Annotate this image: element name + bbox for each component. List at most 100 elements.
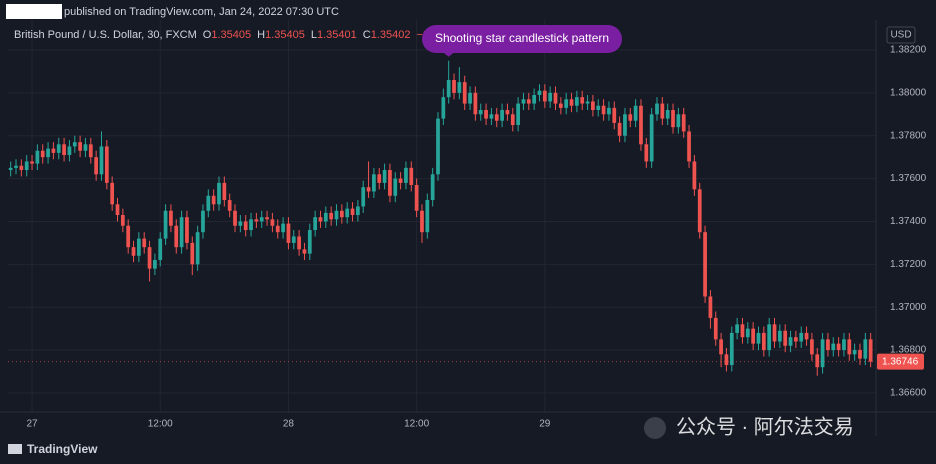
- ohlc-value: 1.35405: [265, 29, 305, 41]
- candle-body: [78, 142, 82, 151]
- last-price-tag: [877, 353, 924, 370]
- candle-body: [104, 146, 109, 183]
- candle-body: [644, 144, 649, 162]
- footer-brand: TradingView: [27, 442, 98, 456]
- candle-body: [537, 90, 542, 96]
- candle-body: [810, 339, 814, 355]
- candle-body: [607, 107, 611, 115]
- x-tick-label: 12:00: [148, 419, 173, 430]
- candle-body: [281, 223, 285, 233]
- ohlc-key: H: [257, 29, 265, 41]
- candle-body: [126, 225, 131, 248]
- candle-body: [478, 110, 483, 115]
- candle-body: [56, 144, 61, 153]
- candle-body: [249, 219, 253, 231]
- candle-body: [169, 210, 173, 226]
- candle-body: [788, 337, 793, 346]
- candle-body: [831, 343, 836, 351]
- candle-body: [40, 150, 45, 158]
- candle-body: [286, 223, 291, 243]
- candle-body: [548, 92, 553, 102]
- candle-body: [174, 225, 179, 248]
- candle-body: [14, 165, 18, 168]
- candle-body: [158, 238, 163, 261]
- candle-body: [131, 247, 136, 256]
- candle-body: [99, 146, 104, 175]
- candle-body: [238, 221, 243, 226]
- candle-body: [649, 114, 654, 162]
- last-price-label: 1.36746: [882, 356, 919, 367]
- candle-body: [858, 350, 862, 359]
- candle-body: [313, 217, 318, 231]
- axes: 1.36600 1.36800 1.37000 1.37200 1.37400 1.376…: [8, 45, 927, 430]
- candle-body: [120, 215, 125, 226]
- x-tick-label: 12:00: [404, 419, 429, 430]
- candle-body: [430, 174, 435, 201]
- candle-body: [516, 103, 520, 126]
- candle-body: [206, 195, 211, 211]
- candle-body: [254, 219, 259, 222]
- candle-body: [436, 118, 440, 175]
- candle-body: [318, 217, 323, 222]
- candle-body: [751, 328, 756, 344]
- candle-body: [735, 324, 739, 333]
- candle-body: [323, 212, 328, 222]
- candle-body: [692, 161, 697, 190]
- annotation-bubble: [422, 25, 622, 53]
- candle-body: [243, 221, 248, 231]
- candle-body: [836, 343, 841, 351]
- candle-body: [815, 354, 820, 368]
- candle-body: [655, 103, 659, 115]
- candle-body: [713, 317, 718, 340]
- candle-body: [233, 210, 237, 226]
- annotation-pointer: [442, 52, 455, 57]
- candle-body: [617, 122, 622, 136]
- candle-body: [724, 354, 729, 366]
- candle-body: [580, 97, 585, 104]
- candle-body: [783, 330, 788, 346]
- candle-body: [847, 339, 852, 355]
- candle-body: [553, 92, 558, 104]
- candle-body: [676, 114, 681, 128]
- ohlc-value: 1.35405: [211, 29, 251, 41]
- candle-body: [633, 105, 638, 121]
- ohlc-value: 1.35402: [371, 29, 411, 41]
- ohlc-key: O: [203, 29, 212, 41]
- candle-body: [356, 206, 360, 216]
- candle-body: [275, 225, 280, 233]
- candle-body: [532, 95, 537, 104]
- candle-body: [767, 324, 772, 351]
- candle-body: [842, 339, 846, 351]
- candle-body: [628, 114, 633, 121]
- candle-body: [671, 110, 675, 128]
- candle-body: [211, 195, 216, 205]
- candle-body: [19, 165, 24, 171]
- candle-body: [510, 114, 515, 126]
- candle-body: [446, 80, 451, 98]
- candle-body: [457, 82, 462, 93]
- candle-body: [794, 337, 798, 342]
- y-tick-label: 1.37600: [890, 173, 927, 184]
- y-tick-label: 1.36800: [890, 345, 927, 356]
- candle-body: [526, 99, 531, 104]
- candle-body: [270, 219, 275, 226]
- y-tick-label: 1.37800: [890, 130, 927, 141]
- candle-body: [35, 150, 40, 164]
- candle-body: [612, 107, 617, 123]
- candle-body: [404, 167, 408, 183]
- candle-body: [388, 170, 392, 196]
- candle-body: [697, 189, 702, 233]
- y-tick-label: 1.37400: [890, 216, 927, 227]
- candle-body: [687, 131, 691, 162]
- y-tick-label: 1.38200: [890, 45, 927, 56]
- candle-body: [414, 185, 419, 211]
- candle-body: [575, 97, 579, 106]
- candle-body: [147, 247, 152, 269]
- candle-body: [94, 157, 99, 175]
- candle-body: [756, 332, 761, 344]
- y-tick-label: 1.37200: [890, 259, 927, 270]
- candle-body: [222, 182, 227, 201]
- y-tick-label: 1.37000: [890, 302, 927, 313]
- candle-body: [51, 148, 56, 153]
